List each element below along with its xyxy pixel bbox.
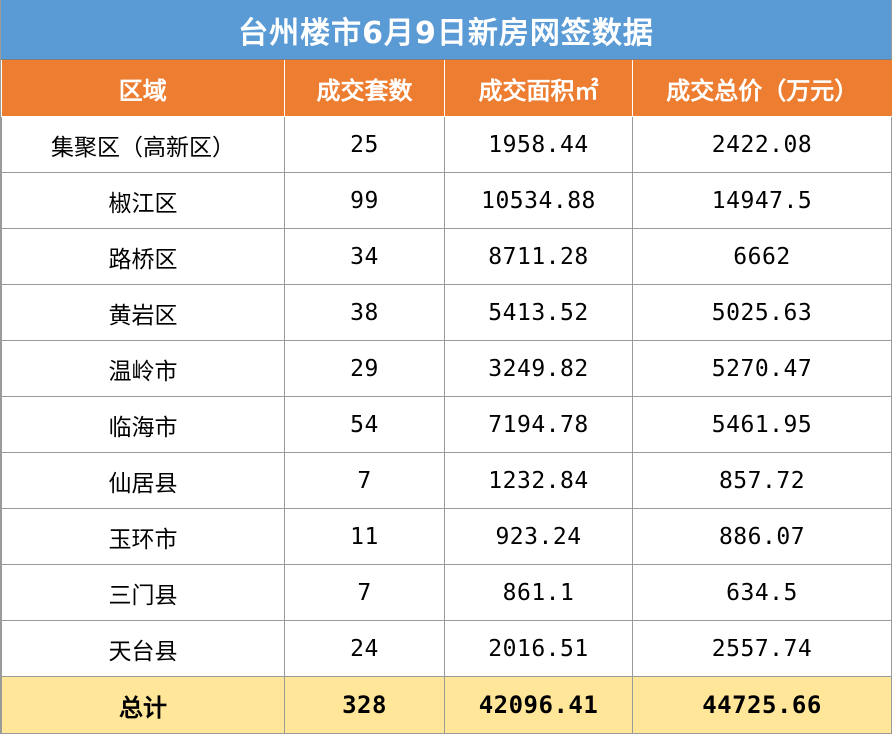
cell-units: 99 [284,172,445,229]
table-row: 椒江区 99 10534.88 14947.5 [1,172,892,229]
sheet-title: 台州楼市6月9日新房网签数据 [1,0,891,60]
cell-units: 7 [284,564,445,621]
cell-district: 集聚区（高新区） [1,116,285,173]
cell-area: 1958.44 [444,116,633,173]
cell-total-price: 5461.95 [632,396,892,453]
header-total-price: 成交总价（万元） [632,60,892,117]
cell-units: 38 [284,284,445,341]
cell-area: 5413.52 [444,284,633,341]
sales-table: 区域 成交套数 成交面积㎡ 成交总价（万元） 集聚区（高新区） 25 1958.… [1,60,892,734]
cell-district: 仙居县 [1,452,285,509]
cell-units: 24 [284,620,445,677]
cell-total-price: 2422.08 [632,116,892,173]
table-row: 玉环市 11 923.24 886.07 [1,508,892,565]
cell-district: 临海市 [1,396,285,453]
cell-area: 2016.51 [444,620,633,677]
cell-area: 7194.78 [444,396,633,453]
cell-total-price: 2557.74 [632,620,892,677]
cell-total-price: 5270.47 [632,340,892,397]
cell-district: 温岭市 [1,340,285,397]
cell-total-price: 857.72 [632,452,892,509]
cell-area: 8711.28 [444,228,633,285]
cell-total-price: 14947.5 [632,172,892,229]
total-price: 44725.66 [632,676,892,734]
cell-area: 861.1 [444,564,633,621]
cell-area: 1232.84 [444,452,633,509]
cell-units: 29 [284,340,445,397]
cell-area: 923.24 [444,508,633,565]
cell-units: 25 [284,116,445,173]
cell-district: 椒江区 [1,172,285,229]
total-label: 总计 [1,676,285,734]
cell-total-price: 634.5 [632,564,892,621]
header-units: 成交套数 [284,60,445,117]
cell-district: 黄岩区 [1,284,285,341]
cell-total-price: 5025.63 [632,284,892,341]
header-row: 区域 成交套数 成交面积㎡ 成交总价（万元） [1,60,892,117]
total-units: 328 [284,676,445,734]
cell-units: 54 [284,396,445,453]
table-row: 路桥区 34 8711.28 6662 [1,228,892,285]
cell-units: 34 [284,228,445,285]
cell-total-price: 886.07 [632,508,892,565]
cell-total-price: 6662 [632,228,892,285]
total-row: 总计 328 42096.41 44725.66 [1,676,892,734]
cell-area: 10534.88 [444,172,633,229]
cell-district: 天台县 [1,620,285,677]
table-row: 天台县 24 2016.51 2557.74 [1,620,892,677]
table-row: 黄岩区 38 5413.52 5025.63 [1,284,892,341]
cell-units: 11 [284,508,445,565]
cell-area: 3249.82 [444,340,633,397]
table-row: 仙居县 7 1232.84 857.72 [1,452,892,509]
total-area: 42096.41 [444,676,633,734]
table-row: 临海市 54 7194.78 5461.95 [1,396,892,453]
table-row: 温岭市 29 3249.82 5270.47 [1,340,892,397]
table-row: 三门县 7 861.1 634.5 [1,564,892,621]
header-area: 成交面积㎡ [444,60,633,117]
header-district: 区域 [1,60,285,117]
cell-district: 三门县 [1,564,285,621]
cell-units: 7 [284,452,445,509]
table-row: 集聚区（高新区） 25 1958.44 2422.08 [1,116,892,173]
cell-district: 路桥区 [1,228,285,285]
cell-district: 玉环市 [1,508,285,565]
